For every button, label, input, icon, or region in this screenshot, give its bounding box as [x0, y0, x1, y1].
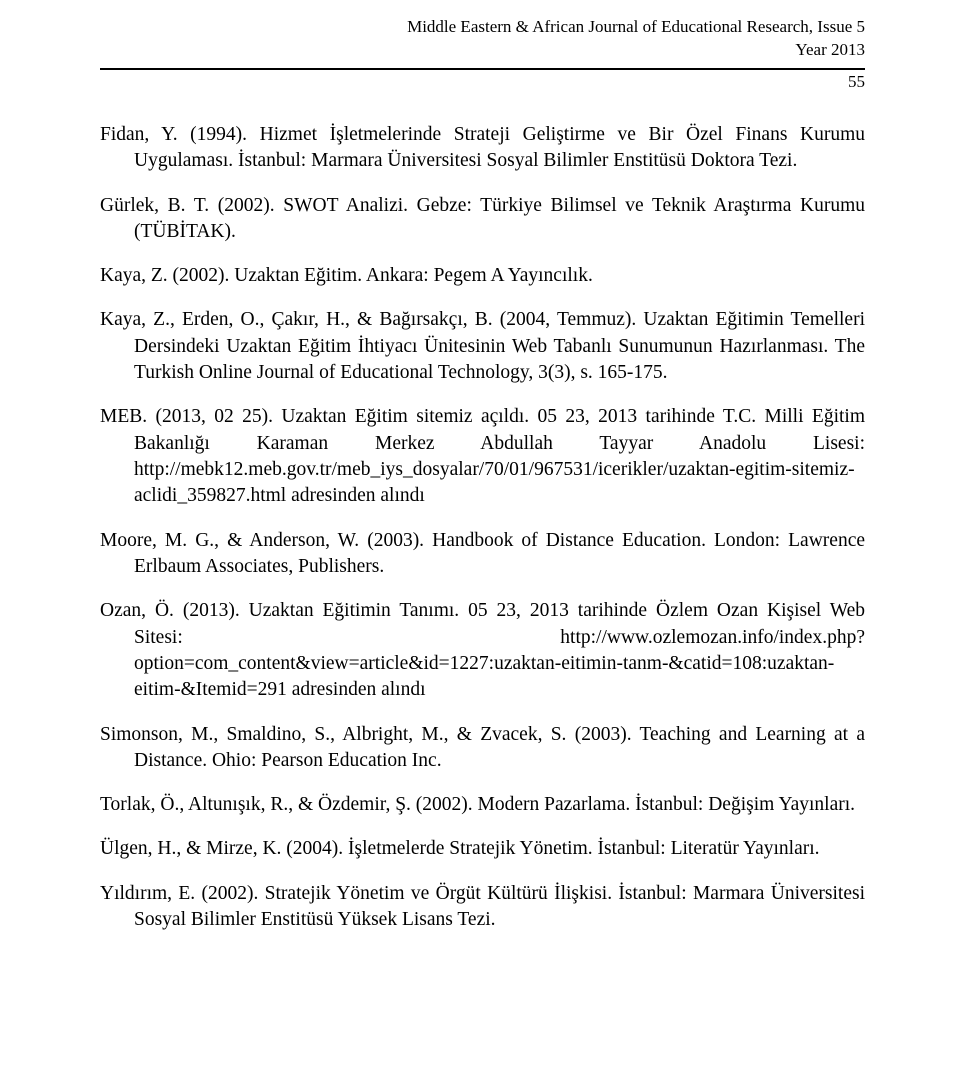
- reference-item: Ülgen, H., & Mirze, K. (2004). İşletmele…: [100, 836, 865, 862]
- reference-item: Kaya, Z. (2002). Uzaktan Eğitim. Ankara:…: [100, 263, 865, 289]
- reference-item: Fidan, Y. (1994). Hizmet İşletmelerinde …: [100, 122, 865, 175]
- running-head: Middle Eastern & African Journal of Educ…: [100, 16, 865, 62]
- reference-item: Simonson, M., Smaldino, S., Albright, M.…: [100, 722, 865, 775]
- year-line: Year 2013: [100, 39, 865, 62]
- references-list: Fidan, Y. (1994). Hizmet İşletmelerinde …: [100, 122, 865, 934]
- reference-item: Kaya, Z., Erden, O., Çakır, H., & Bağırs…: [100, 307, 865, 386]
- reference-item: Torlak, Ö., Altunışık, R., & Özdemir, Ş.…: [100, 792, 865, 818]
- reference-item: Ozan, Ö. (2013). Uzaktan Eğitimin Tanımı…: [100, 598, 865, 703]
- journal-title: Middle Eastern & African Journal of Educ…: [100, 16, 865, 39]
- reference-item: Gürlek, B. T. (2002). SWOT Analizi. Gebz…: [100, 193, 865, 246]
- header-rule: [100, 68, 865, 70]
- page-container: Middle Eastern & African Journal of Educ…: [0, 0, 960, 933]
- page-number: 55: [100, 72, 865, 92]
- reference-item: MEB. (2013, 02 25). Uzaktan Eğitim sitem…: [100, 404, 865, 509]
- reference-item: Moore, M. G., & Anderson, W. (2003). Han…: [100, 528, 865, 581]
- reference-item: Yıldırım, E. (2002). Stratejik Yönetim v…: [100, 881, 865, 934]
